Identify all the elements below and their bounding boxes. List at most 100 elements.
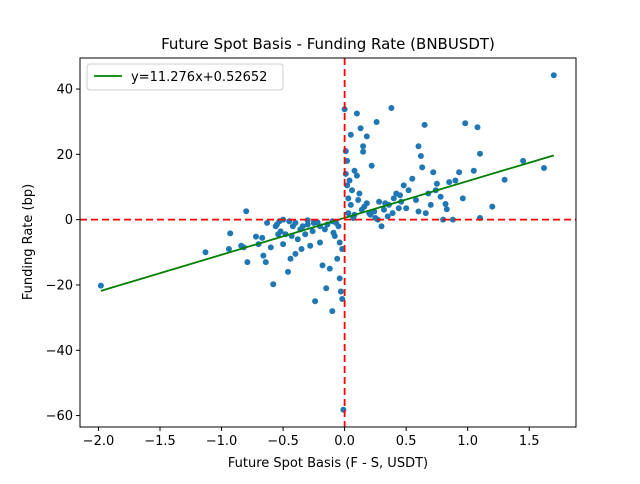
scatter-point bbox=[260, 252, 267, 259]
scatter-point bbox=[329, 308, 336, 315]
scatter-point bbox=[361, 203, 368, 210]
scatter-point bbox=[285, 268, 291, 275]
scatter-point bbox=[347, 201, 354, 208]
y-axis: −60 −40 −20 0 20 40 bbox=[46, 83, 80, 424]
x-tick-label: −0.5 bbox=[267, 434, 299, 449]
scatter-point bbox=[477, 150, 483, 157]
scatter-point bbox=[489, 203, 496, 210]
scatter-point bbox=[550, 72, 557, 79]
scatter-point bbox=[309, 228, 316, 235]
x-tick-label: 0.5 bbox=[396, 434, 417, 449]
scatter-point bbox=[443, 206, 450, 213]
scatter-point bbox=[273, 221, 280, 228]
scatter-point bbox=[304, 221, 311, 228]
regression-line bbox=[100, 154, 555, 292]
scatter-point bbox=[264, 219, 271, 226]
scatter-point bbox=[409, 175, 416, 182]
scatter-point bbox=[378, 223, 385, 230]
scatter-point bbox=[442, 201, 449, 207]
scatter-point bbox=[430, 169, 437, 176]
scatter-point bbox=[356, 190, 363, 197]
scatter-point bbox=[422, 210, 429, 217]
scatter-point bbox=[360, 143, 367, 150]
scatter-point bbox=[277, 228, 284, 235]
scatter-point bbox=[351, 167, 358, 174]
scatter-point bbox=[345, 195, 352, 202]
scatter-point bbox=[312, 298, 319, 305]
y-tick-label: 40 bbox=[56, 83, 73, 98]
scatter-point bbox=[334, 255, 341, 262]
scatter-point bbox=[330, 229, 337, 236]
scatter-point bbox=[456, 169, 463, 176]
scatter-point bbox=[446, 179, 453, 186]
scatter-point bbox=[470, 167, 477, 174]
scatter-point bbox=[452, 177, 459, 184]
scatter-point bbox=[397, 192, 403, 199]
scatter-point bbox=[225, 246, 232, 252]
scatter-point bbox=[400, 182, 407, 189]
scatter-point bbox=[388, 105, 395, 111]
y-tick-label: 20 bbox=[56, 148, 73, 163]
scatter-point bbox=[253, 233, 259, 240]
scatter-point bbox=[433, 180, 440, 187]
scatter-point bbox=[342, 148, 349, 155]
x-tick-label: 1.0 bbox=[457, 434, 478, 449]
scatter-point bbox=[336, 239, 343, 246]
chart-title: Future Spot Basis - Funding Rate (BNBUSD… bbox=[161, 35, 495, 53]
scatter-point bbox=[363, 133, 370, 140]
scatter-point bbox=[314, 219, 321, 226]
scatter-point bbox=[381, 206, 387, 213]
scatter-point bbox=[323, 285, 330, 292]
plot-layer bbox=[80, 58, 576, 427]
scatter-point bbox=[342, 170, 349, 177]
scatter-point bbox=[299, 223, 306, 230]
legend-label: y=11.276x+0.52652 bbox=[131, 70, 267, 85]
scatter-point bbox=[341, 106, 348, 113]
scatter-point bbox=[427, 201, 434, 208]
scatter-point bbox=[287, 255, 294, 262]
scatter-point bbox=[353, 172, 360, 179]
scatter-point bbox=[417, 153, 424, 159]
scatter-point bbox=[347, 131, 354, 138]
scatter-point bbox=[367, 211, 374, 218]
scatter-point bbox=[389, 210, 396, 217]
scatter-point bbox=[294, 236, 301, 243]
x-tick-label: 1.5 bbox=[519, 434, 540, 449]
scatter-point bbox=[270, 281, 277, 288]
scatter-point bbox=[227, 230, 234, 237]
legend: y=11.276x+0.52652 bbox=[86, 63, 284, 91]
scatter-point bbox=[541, 165, 547, 171]
scatter-point bbox=[437, 193, 444, 200]
scatter-point bbox=[292, 219, 299, 226]
scatter-point bbox=[462, 120, 469, 127]
scatter-point bbox=[357, 125, 364, 132]
scatter-point bbox=[360, 148, 367, 155]
scatter-point bbox=[449, 216, 456, 223]
scatter-point bbox=[202, 249, 209, 256]
scatter-point bbox=[373, 119, 380, 125]
scatter-point bbox=[280, 241, 287, 248]
scatter-point bbox=[415, 143, 422, 150]
plot-frame bbox=[79, 57, 577, 428]
scatter-point bbox=[520, 157, 527, 164]
scatter-point bbox=[421, 121, 428, 128]
scatter-point bbox=[267, 244, 274, 251]
scatter-point bbox=[262, 259, 269, 266]
scatter-point bbox=[344, 157, 351, 164]
scatter-point bbox=[459, 195, 466, 202]
scatter-point bbox=[474, 124, 481, 131]
scatter-point bbox=[339, 296, 346, 302]
scatter-point bbox=[413, 197, 419, 203]
scatter-point bbox=[384, 213, 391, 220]
x-axis-label: Future Spot Basis (F - S, USDT) bbox=[228, 456, 428, 471]
scatter-point bbox=[419, 164, 426, 171]
scatter-point bbox=[337, 288, 344, 295]
scatter-point bbox=[243, 208, 250, 215]
scatter-point bbox=[298, 246, 305, 252]
scatter-point bbox=[321, 226, 328, 233]
x-tick-label: −1.5 bbox=[144, 434, 176, 449]
scatter-point bbox=[349, 187, 355, 194]
scatter-point bbox=[345, 210, 352, 217]
scatter-point bbox=[346, 177, 353, 184]
